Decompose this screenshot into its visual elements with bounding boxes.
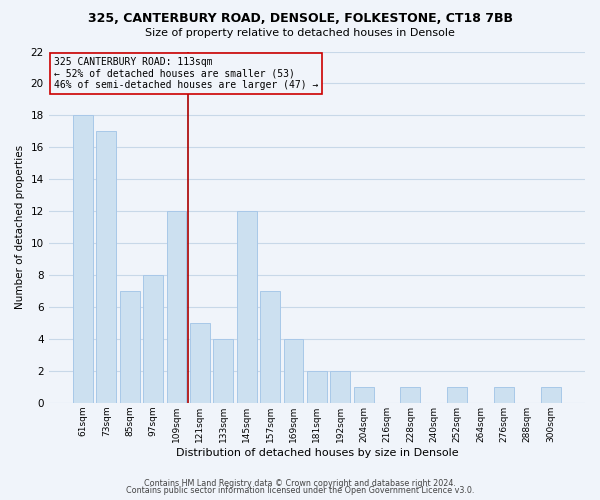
Bar bbox=[284, 339, 304, 403]
Bar bbox=[307, 371, 327, 403]
Bar bbox=[494, 387, 514, 403]
Bar bbox=[260, 291, 280, 403]
Text: 325, CANTERBURY ROAD, DENSOLE, FOLKESTONE, CT18 7BB: 325, CANTERBURY ROAD, DENSOLE, FOLKESTON… bbox=[88, 12, 512, 26]
Bar bbox=[214, 339, 233, 403]
Bar bbox=[190, 323, 210, 403]
Y-axis label: Number of detached properties: Number of detached properties bbox=[15, 145, 25, 309]
Bar bbox=[73, 116, 93, 403]
Bar bbox=[353, 387, 374, 403]
Bar bbox=[143, 275, 163, 403]
Bar bbox=[541, 387, 560, 403]
X-axis label: Distribution of detached houses by size in Densole: Distribution of detached houses by size … bbox=[176, 448, 458, 458]
Bar bbox=[97, 132, 116, 403]
Text: 325 CANTERBURY ROAD: 113sqm
← 52% of detached houses are smaller (53)
46% of sem: 325 CANTERBURY ROAD: 113sqm ← 52% of det… bbox=[54, 57, 319, 90]
Bar bbox=[167, 211, 187, 403]
Bar bbox=[330, 371, 350, 403]
Bar bbox=[447, 387, 467, 403]
Text: Size of property relative to detached houses in Densole: Size of property relative to detached ho… bbox=[145, 28, 455, 38]
Text: Contains HM Land Registry data © Crown copyright and database right 2024.: Contains HM Land Registry data © Crown c… bbox=[144, 478, 456, 488]
Text: Contains public sector information licensed under the Open Government Licence v3: Contains public sector information licen… bbox=[126, 486, 474, 495]
Bar bbox=[400, 387, 421, 403]
Bar bbox=[237, 211, 257, 403]
Bar bbox=[120, 291, 140, 403]
